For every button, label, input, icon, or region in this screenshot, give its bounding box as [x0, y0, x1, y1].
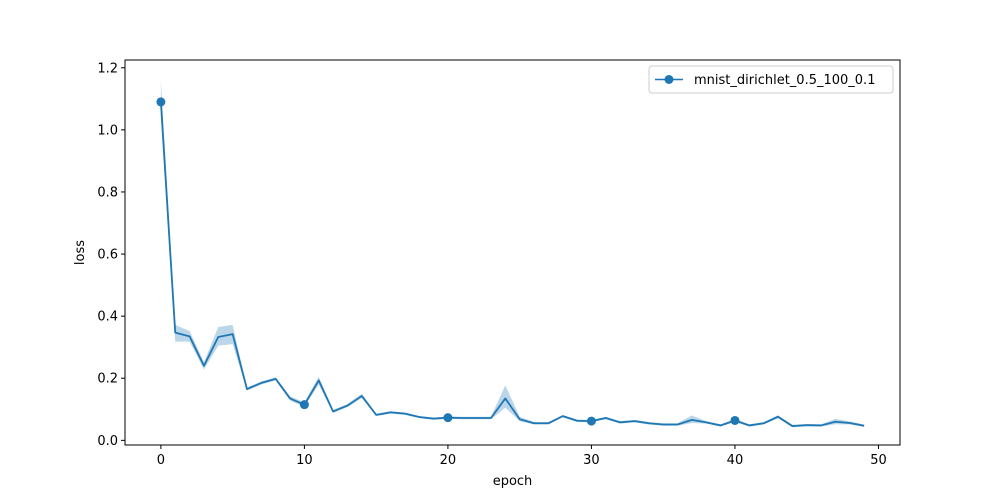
data-point-marker	[586, 416, 596, 426]
x-tick-label: 30	[583, 453, 600, 468]
series-markers	[156, 97, 740, 426]
data-point-marker	[156, 97, 166, 107]
x-tick-label: 40	[727, 453, 744, 468]
data-point-marker	[730, 415, 740, 425]
legend-marker-swatch	[664, 75, 674, 84]
y-tick-label: 1.0	[97, 123, 118, 138]
y-tick-label: 0.2	[97, 372, 118, 387]
y-tick-label: 0.4	[97, 310, 118, 325]
y-tick-label: 0.6	[97, 248, 118, 263]
data-point-marker	[443, 413, 453, 423]
y-tick-label: 1.2	[97, 61, 118, 76]
legend-box	[648, 65, 894, 94]
series-line	[159, 101, 865, 427]
y-tick-label: 0.8	[97, 185, 118, 200]
x-axis-ticks: 0 10 20 30 40 50	[157, 445, 887, 468]
x-tick-label: 20	[440, 453, 457, 468]
legend: mnist_dirichlet_0.5_100_0.1	[648, 65, 894, 94]
y-axis-ticks: 0.0 0.2 0.4 0.6 0.8 1.0 1.2	[97, 61, 125, 449]
legend-entry-label: mnist_dirichlet_0.5_100_0.1	[694, 73, 875, 88]
y-axis-label: loss	[73, 240, 88, 265]
plot-area	[156, 80, 865, 428]
y-tick-label: 0.0	[97, 434, 118, 449]
x-axis-label: epoch	[493, 474, 533, 489]
x-tick-label: 10	[296, 453, 313, 468]
data-point-marker	[299, 400, 309, 410]
x-tick-label: 50	[870, 453, 887, 468]
axes-frame	[124, 59, 901, 446]
x-tick-label: 0	[157, 453, 165, 468]
